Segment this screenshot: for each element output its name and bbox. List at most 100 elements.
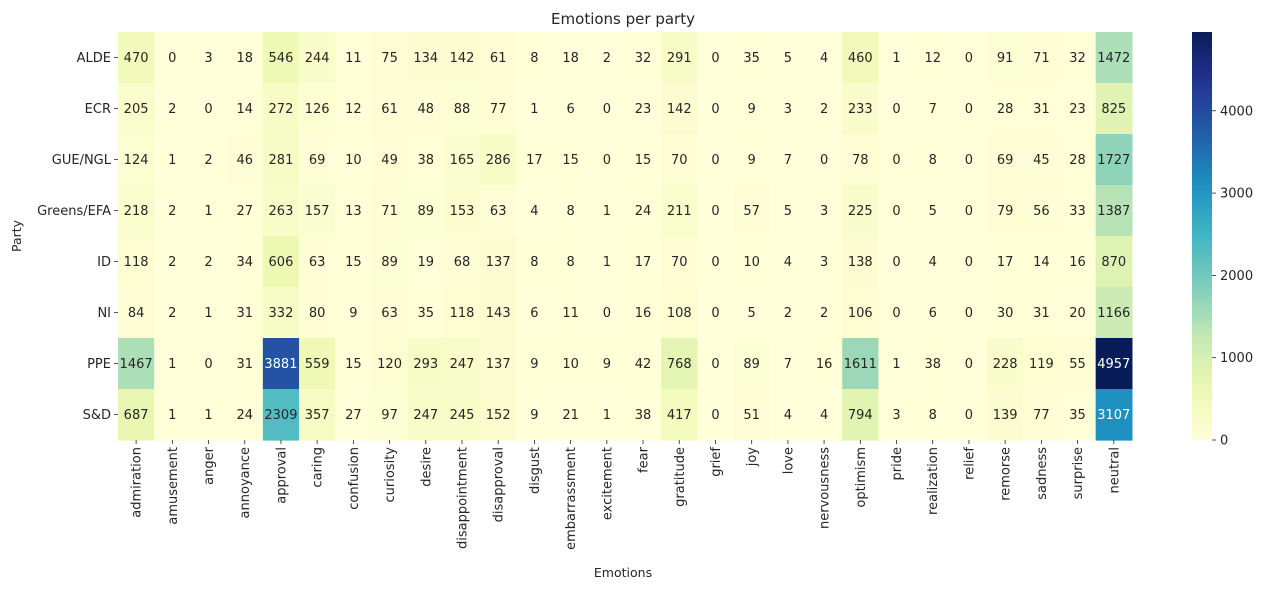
heatmap-cell — [1023, 185, 1061, 237]
heatmap-cell — [805, 185, 843, 237]
cell-value-label: 263 — [269, 204, 294, 219]
heatmap-cell — [443, 338, 481, 390]
cell-value-label: 1 — [204, 204, 212, 219]
heatmap-cell — [335, 134, 373, 186]
heatmap-cell — [154, 83, 192, 135]
cell-value-label: 3 — [204, 51, 212, 66]
cell-value-label: 1 — [204, 306, 212, 321]
heatmap-cell — [516, 236, 554, 288]
heatmap-cell — [878, 83, 916, 135]
heatmap-cell — [950, 389, 988, 441]
cell-value-label: 4957 — [1097, 357, 1130, 372]
heatmap-cell — [443, 287, 481, 339]
heatmap-cell — [805, 338, 843, 390]
cell-value-label: 247 — [413, 408, 438, 423]
cell-value-label: 38 — [418, 153, 435, 168]
cell-value-label: 291 — [667, 51, 692, 66]
cell-value-label: 2 — [820, 306, 828, 321]
cell-value-label: 80 — [309, 306, 326, 321]
cell-value-label: 870 — [1101, 255, 1126, 270]
cell-value-label: 244 — [305, 51, 330, 66]
heatmap-cell — [190, 338, 228, 390]
heatmap-cell — [914, 83, 952, 135]
column-label: remorse — [999, 447, 1014, 501]
heatmap-cell — [1059, 338, 1097, 390]
column-labels: admiration amusement anger annoyance approva… — [130, 440, 1122, 550]
cell-value-label: 0 — [711, 408, 719, 423]
column-label: pride — [890, 447, 905, 480]
heatmap-cell — [262, 389, 300, 441]
cell-value-label: 35 — [418, 306, 435, 321]
heatmap-cell — [842, 185, 880, 237]
column-label: confusion — [347, 447, 362, 510]
cell-value-label: 460 — [848, 51, 873, 66]
column-label: nervousness — [818, 447, 833, 529]
cell-value-label: 1 — [168, 153, 176, 168]
heatmap-cell — [987, 185, 1024, 237]
heatmap-cell — [769, 134, 807, 186]
cell-value-label: 3 — [892, 408, 900, 423]
cell-value-label: 3 — [820, 255, 828, 270]
column-label: approval — [274, 447, 289, 504]
heatmap-cell — [262, 236, 300, 288]
cell-value-label: 794 — [848, 408, 873, 423]
heatmap-cell — [552, 338, 590, 390]
cell-value-label: 0 — [711, 51, 719, 66]
column-label: embarrassment — [564, 447, 579, 550]
heatmap-cell — [299, 134, 336, 186]
cell-value-label: 33 — [1069, 204, 1086, 219]
cell-value-label: 1 — [603, 204, 611, 219]
cell-value-label: 9 — [530, 408, 538, 423]
heatmap-cell — [335, 338, 373, 390]
cell-value-label: 4 — [820, 408, 828, 423]
cell-value-label: 7 — [784, 153, 792, 168]
heatmap-cell — [190, 83, 228, 135]
cell-value-label: 0 — [168, 51, 176, 66]
cell-value-label: 9 — [603, 357, 611, 372]
heatmap-cell — [226, 338, 264, 390]
cell-value-label: 0 — [965, 102, 973, 117]
heatmap-cell — [443, 185, 481, 237]
heatmap-cell — [1095, 287, 1133, 339]
cell-value-label: 63 — [381, 306, 398, 321]
heatmap-cell — [1095, 338, 1133, 390]
cell-value-label: 69 — [997, 153, 1014, 168]
heatmap-cell — [661, 338, 698, 390]
cell-value-label: 61 — [381, 102, 398, 117]
colorbar-tick-label: 0 — [1220, 434, 1228, 449]
heatmap-cell — [480, 32, 517, 84]
cell-value-label: 79 — [997, 204, 1014, 219]
cell-value-label: 3 — [820, 204, 828, 219]
heatmap-cell — [335, 32, 373, 84]
column-label: love — [781, 447, 796, 474]
heatmap-cell — [480, 185, 517, 237]
row-label: GUE/NGL — [52, 153, 112, 168]
cell-value-label: 0 — [892, 153, 900, 168]
cell-value-label: 49 — [381, 153, 398, 168]
column-label: surprise — [1071, 447, 1086, 499]
heatmap-cell — [552, 134, 590, 186]
cell-value-label: 2 — [204, 255, 212, 270]
colorbar-tick-label: 1000 — [1220, 351, 1253, 366]
heatmap-cell — [371, 236, 409, 288]
colorbar-tick-label: 3000 — [1220, 187, 1253, 202]
cell-value-label: 35 — [743, 51, 760, 66]
cell-value-label: 470 — [124, 51, 149, 66]
heatmap-cell — [950, 83, 988, 135]
cell-value-label: 546 — [269, 51, 294, 66]
cell-value-label: 233 — [848, 102, 873, 117]
column-label: gratitude — [673, 447, 688, 507]
cell-value-label: 89 — [381, 255, 398, 270]
heatmap-cell — [661, 389, 698, 441]
heatmap-cell — [1095, 32, 1133, 84]
heatmap-cell — [697, 389, 735, 441]
cell-value-label: 38 — [924, 357, 941, 372]
heatmap-cell — [154, 338, 192, 390]
heatmap-cell — [1023, 134, 1061, 186]
heatmap-cell — [552, 287, 590, 339]
cell-value-label: 119 — [1029, 357, 1054, 372]
heatmap-cell — [733, 83, 771, 135]
heatmap-cell — [371, 134, 409, 186]
cell-value-label: 137 — [486, 357, 511, 372]
cell-value-label: 0 — [965, 306, 973, 321]
